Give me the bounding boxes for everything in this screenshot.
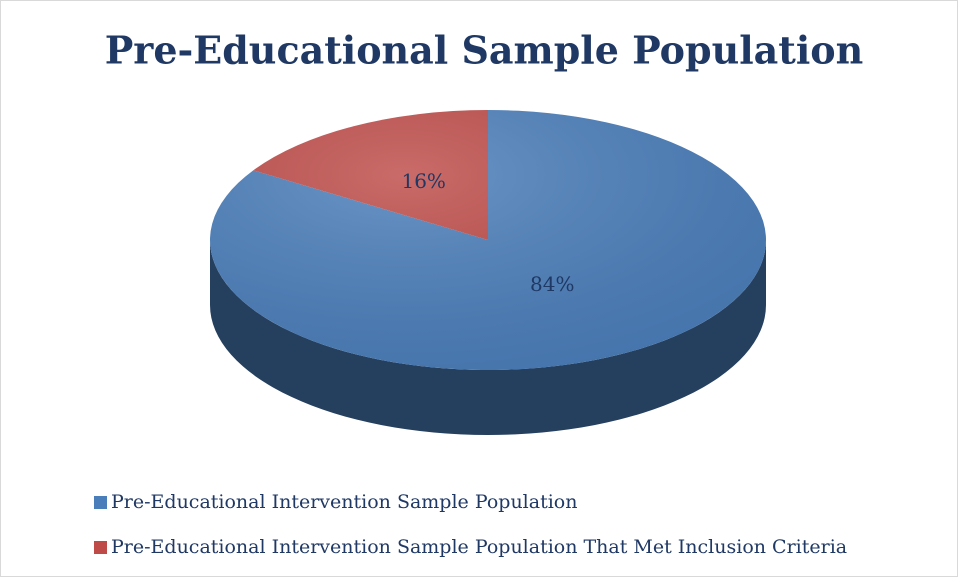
legend: Pre-Educational Intervention Sample Popu…	[94, 491, 847, 558]
data-label: 84%	[530, 272, 574, 296]
chart-title: Pre-Educational Sample Population	[105, 28, 864, 73]
legend-label: Pre-Educational Intervention Sample Popu…	[111, 536, 847, 558]
pie: 84% 16%	[209, 110, 766, 435]
pie-side	[210, 240, 766, 435]
legend-swatch	[94, 496, 107, 509]
data-label: 16%	[401, 169, 445, 193]
legend-swatch	[94, 541, 107, 554]
legend-label: Pre-Educational Intervention Sample Popu…	[111, 491, 577, 513]
